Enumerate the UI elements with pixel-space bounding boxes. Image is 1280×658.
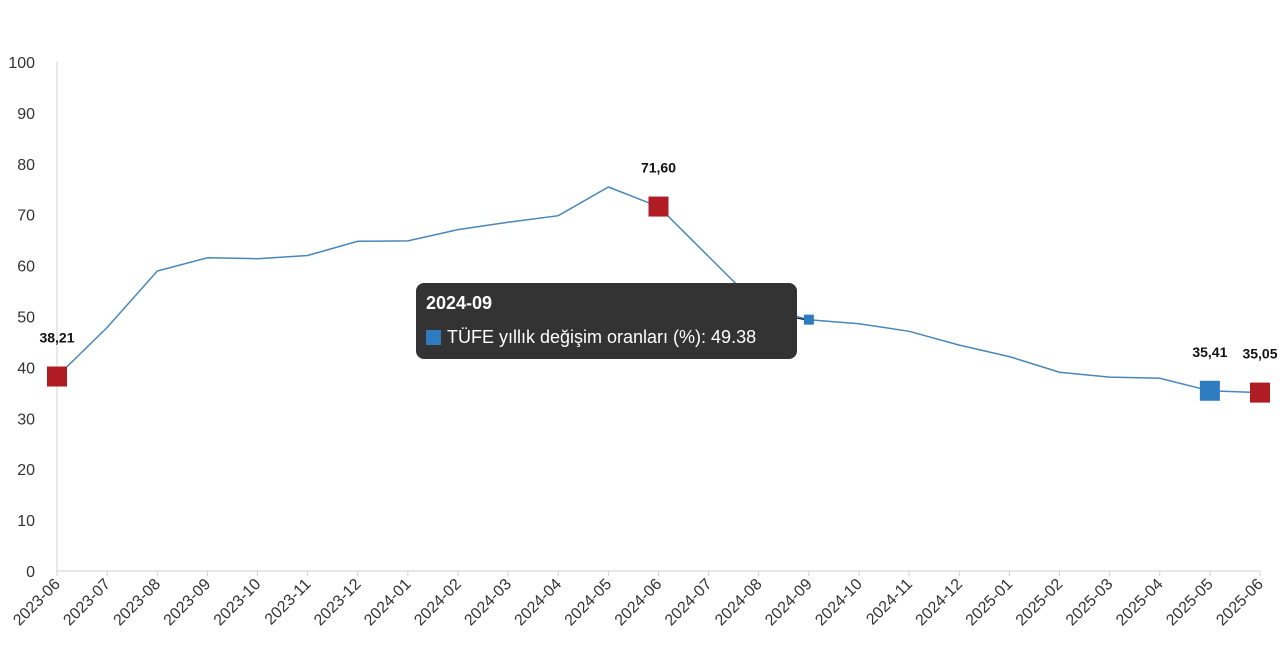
tooltip-row: TÜFE yıllık değişim oranları (%): 49.38 [426, 326, 787, 348]
x-tick-label: 2023-07 [60, 576, 114, 630]
highlight-point-marker [47, 366, 67, 387]
x-tick-label: 2023-11 [262, 576, 315, 629]
x-tick-label: 2024-10 [812, 576, 866, 630]
x-tick-label: 2025-01 [963, 576, 1017, 630]
data-labels-layer: 38,21 71,60 35,41 35,05 [39, 160, 1277, 362]
x-tick-label: 2024-09 [762, 576, 816, 630]
x-tick-label: 2023-06 [10, 576, 64, 630]
y-tick-label: 100 [8, 55, 35, 72]
tooltip-title: 2024-09 [426, 293, 493, 313]
highlight-point-marker [1250, 382, 1270, 403]
x-tick-label: 2025-05 [1163, 576, 1217, 630]
markers-layer [47, 196, 1270, 403]
y-tick-label: 80 [17, 157, 35, 174]
x-tick-label: 2024-02 [411, 576, 465, 630]
x-tick-label: 2024-11 [863, 576, 916, 629]
y-tick-label: 90 [17, 106, 35, 123]
data-label: 35,41 [1192, 344, 1227, 360]
x-tick-label: 2025-02 [1013, 576, 1067, 630]
x-tick-label: 2024-07 [662, 576, 716, 630]
x-tick-label: 2024-04 [512, 576, 566, 630]
y-tick-label: 70 [17, 208, 35, 225]
highlight-point-marker [648, 196, 669, 217]
data-label: 71,60 [641, 160, 676, 176]
data-label: 35,05 [1242, 346, 1277, 362]
tooltip-row-text: TÜFE yıllık değişim oranları (%): 49.38 [447, 327, 757, 347]
x-tick-label: 2024-12 [913, 576, 967, 630]
y-tick-label: 50 [17, 310, 35, 327]
y-tick-label: 10 [17, 513, 35, 530]
hover-tooltip: 2024-09 TÜFE yıllık değişim oranları (%)… [416, 283, 797, 359]
x-tick-label: 2024-03 [461, 576, 515, 630]
hover-point-marker [803, 314, 814, 325]
x-tick-label: 2023-12 [311, 576, 365, 630]
x-tick-label: 2023-08 [111, 576, 165, 630]
y-tick-label: 30 [17, 411, 35, 428]
y-axis-ticks: 0 10 20 30 40 50 60 70 80 90 100 [8, 55, 35, 581]
x-tick-label: 2025-03 [1063, 576, 1117, 630]
x-axis-ticks: 2023-062023-072023-082023-092023-102023-… [10, 571, 1267, 629]
x-tick-label: 2023-09 [161, 576, 215, 630]
x-tick-label: 2024-01 [361, 576, 415, 630]
tooltip-series-swatch [426, 329, 441, 345]
x-tick-label: 2024-06 [612, 576, 666, 630]
x-tick-label: 2025-06 [1213, 576, 1267, 630]
x-tick-label: 2025-04 [1113, 576, 1167, 630]
y-tick-label: 60 [17, 259, 35, 276]
x-tick-label: 2024-05 [562, 576, 616, 630]
y-tick-label: 40 [17, 360, 35, 377]
x-tick-label: 2024-08 [712, 576, 766, 630]
data-label: 38,21 [39, 330, 74, 346]
y-tick-label: 20 [17, 462, 35, 479]
y-tick-label: 0 [26, 564, 35, 581]
highlight-point-marker [1199, 380, 1220, 401]
x-tick-label: 2023-10 [211, 576, 265, 630]
